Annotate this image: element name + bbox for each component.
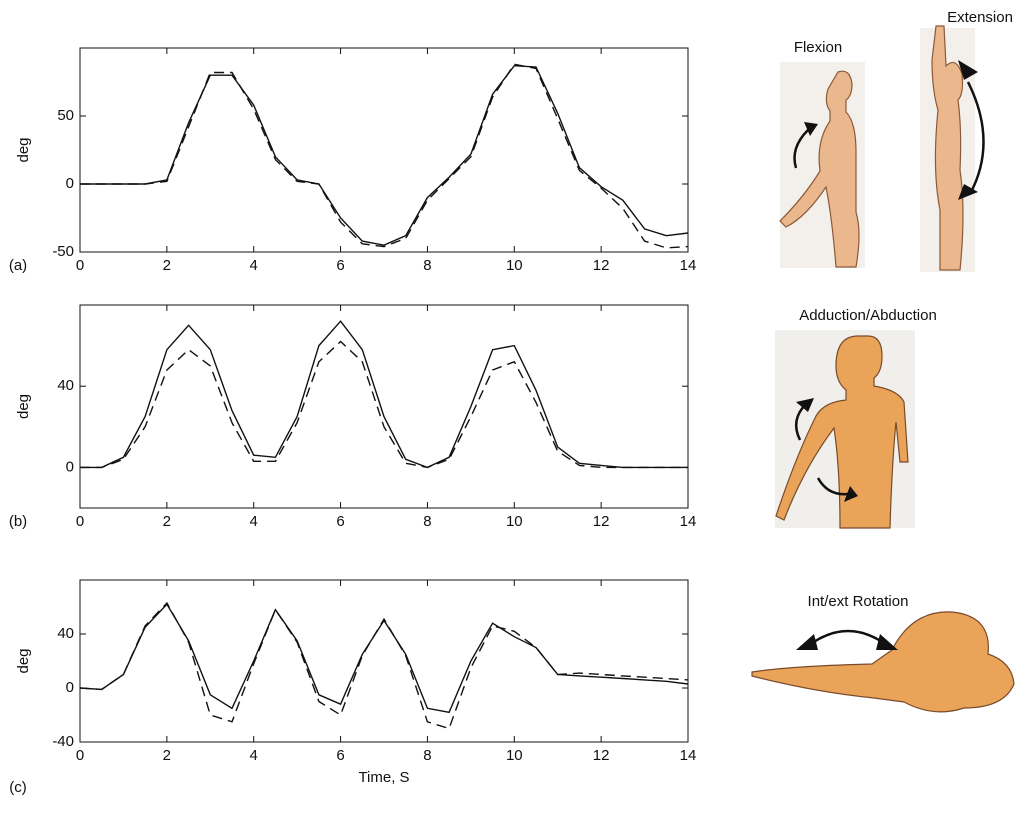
x-tick-label: 0 bbox=[76, 747, 84, 764]
x-tick-label: 14 bbox=[680, 257, 697, 274]
x-tick-label: 12 bbox=[593, 513, 610, 530]
x-tick-label: 12 bbox=[593, 257, 610, 274]
x-tick-label: 4 bbox=[250, 747, 258, 764]
panel-label: (c) bbox=[9, 779, 27, 796]
solid-line bbox=[80, 604, 688, 712]
y-tick-label: -40 bbox=[52, 733, 74, 750]
plot-frame bbox=[80, 580, 688, 742]
x-tick-label: 6 bbox=[336, 257, 344, 274]
y-tick-label: 40 bbox=[57, 377, 74, 394]
x-tick-label: 0 bbox=[76, 257, 84, 274]
x-tick-label: 14 bbox=[680, 747, 697, 764]
x-tick-label: 2 bbox=[163, 747, 171, 764]
x-tick-label: 2 bbox=[163, 257, 171, 274]
y-axis-label: deg bbox=[15, 137, 32, 162]
y-axis-label: deg bbox=[15, 648, 32, 673]
plot-frame bbox=[80, 48, 688, 252]
y-tick-label: -50 bbox=[52, 243, 74, 260]
x-tick-label: 10 bbox=[506, 257, 523, 274]
x-tick-label: 6 bbox=[336, 747, 344, 764]
x-tick-label: 6 bbox=[336, 513, 344, 530]
x-tick-label: 10 bbox=[506, 747, 523, 764]
solid-line bbox=[80, 66, 688, 246]
x-tick-label: 4 bbox=[250, 513, 258, 530]
x-tick-label: 8 bbox=[423, 513, 431, 530]
x-tick-label: 8 bbox=[423, 257, 431, 274]
illustrations: Flexion Extension Adduction/Abduction In… bbox=[752, 9, 1014, 712]
figure: Flexion Extension Adduction/Abduction In… bbox=[0, 0, 1027, 820]
x-tick-label: 8 bbox=[423, 747, 431, 764]
rotation-arrow bbox=[808, 631, 888, 646]
extension-label: Extension bbox=[947, 9, 1013, 26]
y-tick-label: 0 bbox=[66, 175, 74, 192]
rotation-figure bbox=[752, 612, 1014, 712]
x-tick-label: 4 bbox=[250, 257, 258, 274]
dashed-line bbox=[80, 64, 688, 248]
rotation-arrowheads bbox=[796, 634, 898, 650]
panel-label: (a) bbox=[9, 257, 27, 274]
dashed-line bbox=[80, 342, 688, 468]
adduction-label: Adduction/Abduction bbox=[799, 307, 937, 324]
x-tick-label: 14 bbox=[680, 513, 697, 530]
x-tick-label: 0 bbox=[76, 513, 84, 530]
x-axis-label: Time, S bbox=[358, 769, 409, 786]
x-tick-label: 2 bbox=[163, 513, 171, 530]
dashed-line bbox=[80, 603, 688, 729]
rotation-label: Int/ext Rotation bbox=[808, 593, 909, 610]
y-tick-label: 50 bbox=[57, 107, 74, 124]
y-tick-label: 0 bbox=[66, 458, 74, 475]
y-tick-label: 0 bbox=[66, 679, 74, 696]
plot-frame bbox=[80, 305, 688, 508]
solid-line bbox=[80, 321, 688, 467]
y-axis-label: deg bbox=[15, 394, 32, 419]
y-tick-label: 40 bbox=[57, 625, 74, 642]
x-tick-label: 10 bbox=[506, 513, 523, 530]
x-tick-label: 12 bbox=[593, 747, 610, 764]
flexion-label: Flexion bbox=[794, 39, 842, 56]
panel-label: (b) bbox=[9, 513, 27, 530]
